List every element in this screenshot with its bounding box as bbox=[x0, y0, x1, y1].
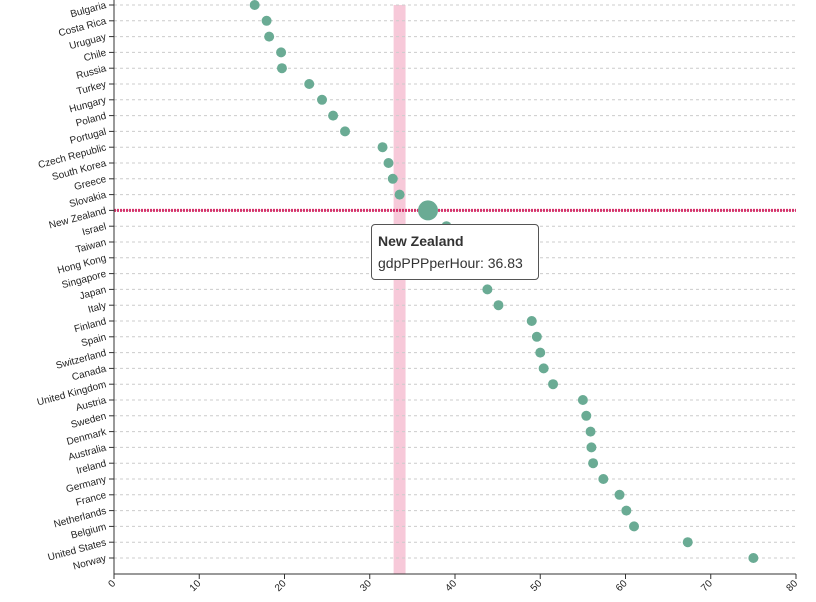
point-united-states bbox=[682, 537, 693, 548]
point-chile bbox=[276, 47, 287, 58]
tooltip-title: New Zealand bbox=[378, 233, 464, 249]
point-italy bbox=[493, 300, 504, 311]
y-tick-label-israel: Israel bbox=[81, 221, 107, 238]
x-tick-label-80: 80 bbox=[784, 578, 800, 594]
point-norway bbox=[748, 553, 759, 563]
axes bbox=[109, 0, 797, 579]
point-belgium bbox=[629, 521, 640, 532]
point-finland bbox=[526, 316, 537, 326]
point-hungary bbox=[317, 94, 328, 105]
x-tick-label-40: 40 bbox=[443, 578, 459, 594]
point-south-korea bbox=[383, 158, 394, 168]
y-tick-label-chile: Chile bbox=[83, 47, 108, 64]
gridlines bbox=[114, 4, 796, 559]
point-sweden bbox=[581, 410, 592, 421]
point-spain bbox=[531, 331, 542, 342]
point-canada bbox=[538, 363, 549, 374]
point-greece bbox=[387, 173, 398, 184]
highlight-band-layer bbox=[393, 5, 406, 574]
x-tick-label-70: 70 bbox=[699, 578, 715, 594]
point-portugal bbox=[340, 126, 351, 137]
point-switzerland bbox=[535, 347, 546, 358]
point-denmark bbox=[585, 426, 596, 437]
point-new-zealand bbox=[417, 200, 438, 221]
point-czech-republic bbox=[377, 142, 388, 153]
point-united-kingdom bbox=[548, 379, 559, 390]
point-france bbox=[614, 489, 625, 500]
x-tick-label-60: 60 bbox=[614, 578, 630, 594]
point-japan bbox=[482, 284, 493, 295]
y-tick-label-italy: Italy bbox=[87, 300, 108, 315]
point-slovakia bbox=[394, 189, 405, 200]
point-netherlands bbox=[621, 505, 632, 516]
point-germany bbox=[598, 474, 609, 484]
x-tick-label-10: 10 bbox=[188, 578, 204, 594]
x-tick-labels: 0 10 20 30 40 50 60 70 80 bbox=[106, 578, 800, 594]
point-bulgaria bbox=[249, 0, 260, 10]
point-turkey bbox=[304, 79, 315, 89]
point-ireland bbox=[588, 458, 599, 469]
highlight-band bbox=[393, 5, 406, 574]
point-uruguay bbox=[264, 31, 275, 42]
point-russia bbox=[276, 63, 287, 74]
point-australia bbox=[586, 442, 597, 453]
tooltip: New Zealand gdpPPPperHour: 36.83 bbox=[371, 224, 539, 280]
x-tick-label-50: 50 bbox=[529, 578, 545, 594]
y-tick-label-spain: Spain bbox=[80, 332, 108, 349]
point-poland bbox=[328, 110, 339, 121]
x-tick-label-30: 30 bbox=[358, 578, 374, 594]
x-tick-label-20: 20 bbox=[273, 578, 289, 594]
tooltip-body: gdpPPPperHour: 36.83 bbox=[378, 255, 523, 271]
point-austria bbox=[577, 395, 588, 405]
y-tick-label-japan: Japan bbox=[78, 285, 107, 303]
x-tick-label-0: 0 bbox=[106, 578, 118, 590]
point-costa-rica bbox=[261, 15, 272, 26]
